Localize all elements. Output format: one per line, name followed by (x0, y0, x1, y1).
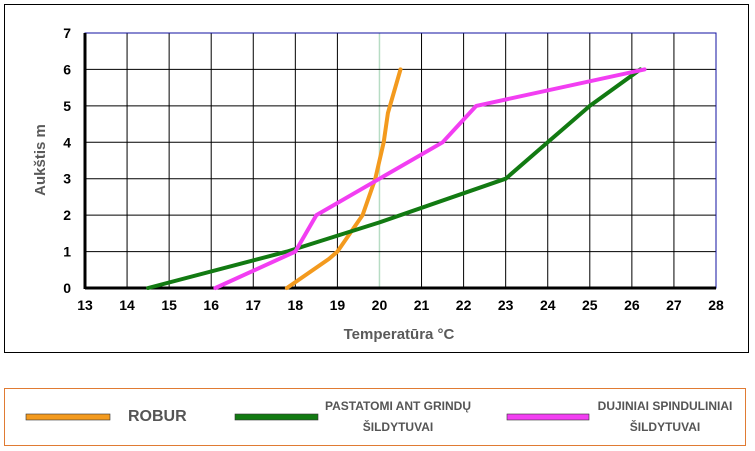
series-line-1 (146, 67, 643, 290)
legend-label-0: ROBUR (128, 408, 187, 425)
x-tick-label: 26 (624, 297, 640, 313)
x-axis-title: Temperatūra °C (344, 326, 455, 343)
y-tick-label: 4 (63, 134, 71, 150)
y-tick-label: 6 (63, 61, 71, 77)
x-tick-label: 19 (330, 297, 346, 313)
y-tick-label: 0 (63, 280, 71, 296)
x-tick-label: 23 (498, 297, 514, 313)
chart-legend: ROBUR PASTATOMI ANT GRINDŲ ŠILDYTUVAI DUJIN… (25, 399, 733, 434)
legend-swatch-2 (506, 413, 590, 421)
legend-frame: ROBUR PASTATOMI ANT GRINDŲ ŠILDYTUVAI DUJIN… (4, 388, 746, 446)
x-tick-label: 28 (708, 297, 724, 313)
x-tick-label: 27 (666, 297, 682, 313)
legend-swatch-1 (234, 413, 319, 421)
legend-label-2: ŠILDYTUVAI (630, 419, 700, 434)
x-tick-label: 20 (372, 297, 388, 313)
series-line-2 (213, 67, 647, 290)
x-tick-label: 15 (161, 297, 177, 313)
chart-plot: 13 14 15 16 17 18 19 20 21 22 23 24 25 26 27 2801234567… (32, 25, 724, 343)
x-tick-label: 13 (77, 297, 93, 313)
x-tick-label: 16 (203, 297, 219, 313)
series-line-0 (284, 67, 403, 290)
x-tick-label: 17 (245, 297, 261, 313)
legend-label-1: ŠILDYTUVAI (363, 419, 433, 434)
legend-swatch-0 (25, 413, 111, 421)
legend-label-2: DUJINIAI SPINDULINIAI (598, 399, 733, 413)
x-tick-label: 14 (119, 297, 135, 313)
y-axis-title: Aukštis m (32, 124, 49, 196)
y-tick-label: 5 (63, 98, 71, 114)
legend-label-1: PASTATOMI ANT GRINDŲ (325, 399, 471, 413)
x-tick-label: 24 (540, 297, 556, 313)
y-tick-label: 7 (63, 25, 71, 41)
x-tick-label: 22 (456, 297, 472, 313)
x-tick-label: 21 (414, 297, 430, 313)
chart-frame: 13 14 15 16 17 18 19 20 21 22 23 24 25 26 27 28 0 1 2 3 4 5 6 7… (4, 4, 749, 353)
y-tick-label: 1 (63, 244, 71, 260)
x-tick-label: 25 (582, 297, 598, 313)
y-tick-label: 2 (63, 207, 71, 223)
y-tick-label: 3 (63, 171, 71, 187)
x-tick-label: 18 (288, 297, 304, 313)
